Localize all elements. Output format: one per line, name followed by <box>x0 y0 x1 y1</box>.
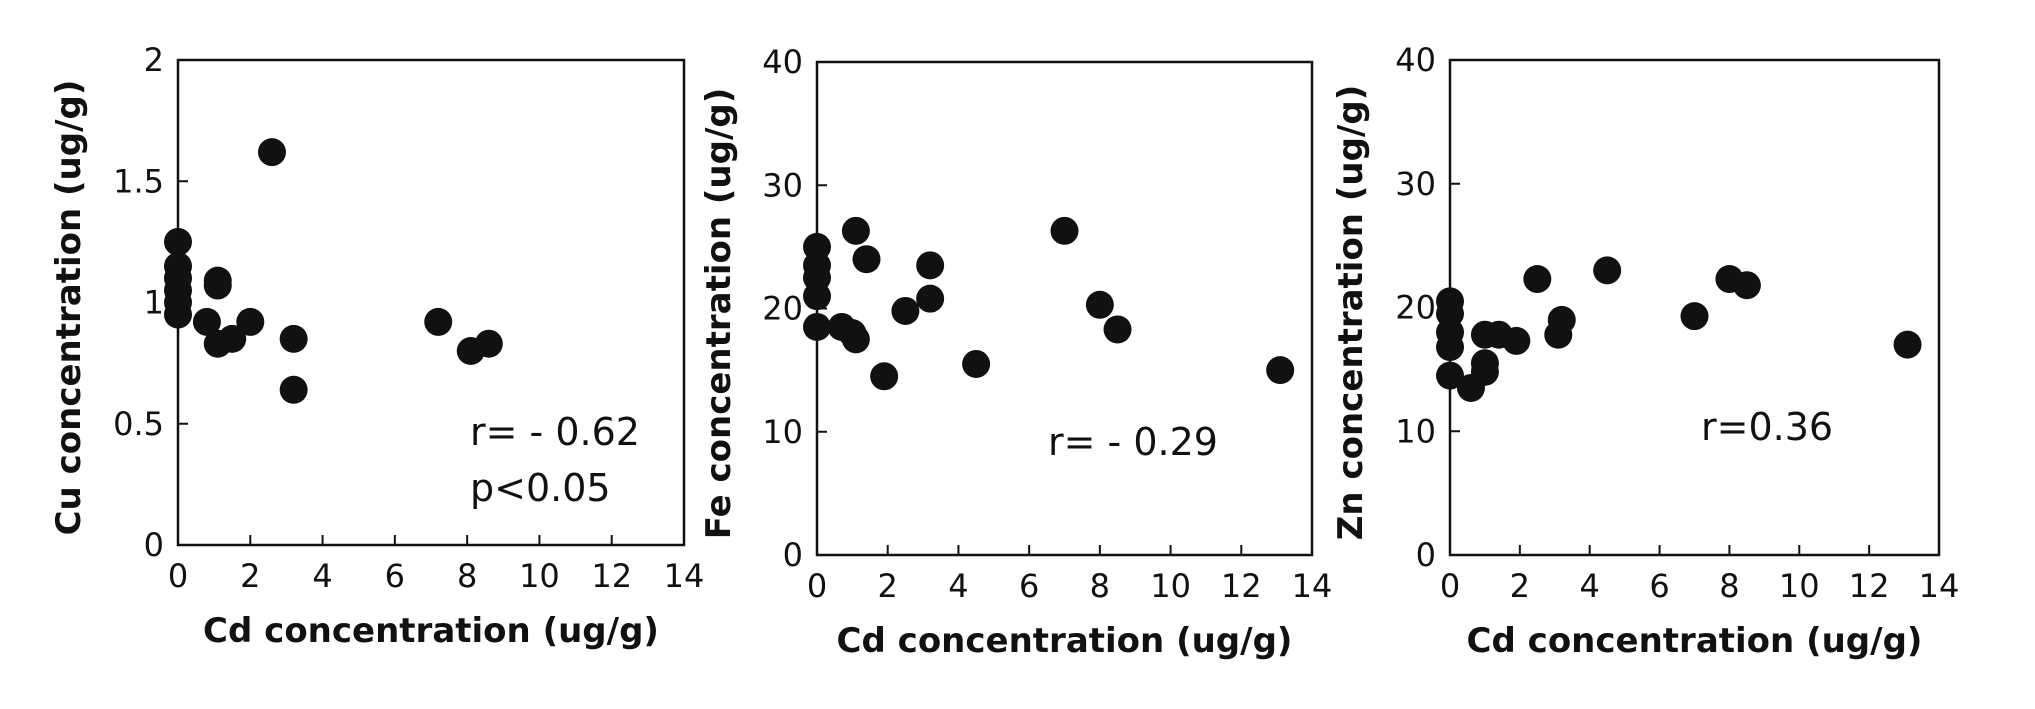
x-tick-label: 10 <box>1779 567 1820 605</box>
data-point <box>916 284 945 313</box>
x-tick-label: 8 <box>1719 567 1739 605</box>
x-tick-label: 2 <box>240 557 260 595</box>
correlation-annotation: p<0.05 <box>470 466 611 510</box>
data-point <box>1436 361 1464 390</box>
data-point <box>841 325 870 354</box>
y-tick-label: 0 <box>144 526 164 564</box>
data-point <box>891 296 920 325</box>
y-tick-label: 0 <box>1416 536 1436 574</box>
data-point <box>1266 356 1295 385</box>
data-point <box>852 245 881 274</box>
data-point <box>870 362 899 391</box>
data-point <box>1085 290 1114 319</box>
data-point <box>1470 349 1499 378</box>
data-point <box>1593 256 1622 285</box>
x-tick-label: 10 <box>519 557 560 595</box>
x-tick-label: 12 <box>1849 567 1890 605</box>
data-point <box>1732 271 1761 300</box>
y-tick-label: 10 <box>1395 412 1436 450</box>
x-tick-label: 6 <box>1019 567 1039 605</box>
x-tick-label: 8 <box>1090 567 1110 605</box>
y-tick-label: 0.5 <box>113 405 164 443</box>
y-axis-title: Zn concentration (ug/g) <box>1331 85 1371 540</box>
data-point <box>257 138 286 167</box>
y-tick-label: 2 <box>144 41 164 79</box>
x-tick-label: 6 <box>1649 567 1669 605</box>
data-point <box>236 307 265 336</box>
x-tick-label: 4 <box>312 557 332 595</box>
data-point <box>1523 265 1552 294</box>
data-point <box>1547 305 1576 334</box>
data-point <box>962 349 991 378</box>
x-tick-label: 14 <box>1919 567 1960 605</box>
data-point <box>803 312 831 341</box>
data-point <box>164 300 192 329</box>
x-tick-label: 4 <box>948 567 968 605</box>
data-point <box>192 307 221 336</box>
data-point <box>279 375 308 404</box>
x-tick-label: 14 <box>664 557 705 595</box>
plot-frame <box>815 60 1314 557</box>
y-tick-label: 1.5 <box>113 162 164 200</box>
x-tick-label: 2 <box>878 567 898 605</box>
x-tick-label: 2 <box>1510 567 1530 605</box>
correlation-annotation: r= - 0.29 <box>1048 420 1218 464</box>
x-tick-label: 0 <box>168 557 188 595</box>
data-point <box>841 216 870 245</box>
y-axis-title: Cu concentration (ug/g) <box>49 80 89 536</box>
x-tick-label: 14 <box>1292 567 1333 605</box>
data-point <box>1050 216 1079 245</box>
y-tick-label: 40 <box>1395 41 1436 79</box>
data-point <box>474 329 503 358</box>
y-tick-label: 0 <box>783 536 803 574</box>
x-tick-label: 12 <box>591 557 632 595</box>
y-tick-label: 40 <box>762 43 803 81</box>
x-tick-label: 4 <box>1580 567 1600 605</box>
y-tick-label: 10 <box>762 413 803 451</box>
x-tick-label: 0 <box>1440 567 1460 605</box>
y-tick-label: 1 <box>144 284 164 322</box>
y-tick-label: 20 <box>1395 289 1436 327</box>
x-axis-title: Cd concentration (ug/g) <box>1467 621 1923 661</box>
data-point <box>1893 330 1922 359</box>
data-point <box>916 251 945 280</box>
x-axis-title: Cd concentration (ug/g) <box>203 611 659 651</box>
x-axis-title: Cd concentration (ug/g) <box>837 621 1293 661</box>
data-point <box>1680 302 1709 331</box>
data-point <box>424 307 453 336</box>
data-point <box>218 324 247 353</box>
panel-fe-vs-cd: 0 2 4 6 8 10 12 14 0 10 20 30 40 Cd concentration (ug… <box>699 43 1332 661</box>
y-axis-title: Fe concentration (ug/g) <box>699 88 739 540</box>
y-tick-label: 30 <box>762 166 803 204</box>
x-tick-label: 12 <box>1221 567 1262 605</box>
data-point <box>279 324 308 353</box>
data-point <box>164 227 192 256</box>
panel-zn-vs-cd: 0 2 4 6 8 10 12 14 0 10 20 30 40 Cd concentration (ug… <box>1331 41 1959 661</box>
data-point <box>803 282 831 311</box>
x-tick-label: 10 <box>1150 567 1191 605</box>
data-point <box>1436 333 1464 362</box>
data-point <box>203 271 232 300</box>
correlation-annotation: r= - 0.62 <box>470 410 640 454</box>
correlation-annotation: r=0.36 <box>1701 405 1833 449</box>
x-tick-label: 8 <box>457 557 477 595</box>
y-tick-label: 30 <box>1395 165 1436 203</box>
data-point <box>1502 326 1531 355</box>
x-tick-label: 6 <box>385 557 405 595</box>
y-tick-label: 20 <box>762 290 803 328</box>
panel-cu-vs-cd: 0 2 4 6 8 10 12 14 0 0.5 1 1.5 2 Cd concentration (ug… <box>49 41 704 651</box>
x-tick-label: 0 <box>807 567 827 605</box>
data-point <box>1103 315 1132 344</box>
